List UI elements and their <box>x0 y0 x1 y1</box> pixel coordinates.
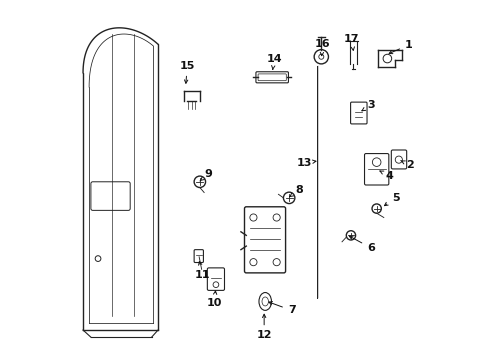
Text: 2: 2 <box>400 160 413 170</box>
Ellipse shape <box>259 293 271 310</box>
Text: 9: 9 <box>200 168 212 181</box>
FancyBboxPatch shape <box>91 182 130 210</box>
Text: 8: 8 <box>289 185 302 197</box>
Text: 6: 6 <box>348 236 374 253</box>
Text: 13: 13 <box>296 158 315 168</box>
Text: 1: 1 <box>388 40 412 54</box>
Text: 3: 3 <box>361 100 374 111</box>
FancyBboxPatch shape <box>244 207 285 273</box>
Text: 11: 11 <box>195 262 210 280</box>
FancyBboxPatch shape <box>364 154 388 185</box>
Text: 7: 7 <box>268 302 295 315</box>
Text: 12: 12 <box>256 314 271 341</box>
FancyBboxPatch shape <box>255 72 288 83</box>
Text: 16: 16 <box>314 39 329 56</box>
Text: 4: 4 <box>379 171 392 181</box>
Text: 10: 10 <box>206 291 222 308</box>
Text: 17: 17 <box>343 34 359 50</box>
Text: 15: 15 <box>179 61 195 83</box>
FancyBboxPatch shape <box>194 249 203 262</box>
FancyBboxPatch shape <box>350 102 366 124</box>
FancyBboxPatch shape <box>390 150 406 169</box>
Text: 14: 14 <box>266 54 282 69</box>
FancyBboxPatch shape <box>207 268 224 291</box>
Text: 5: 5 <box>384 193 399 206</box>
